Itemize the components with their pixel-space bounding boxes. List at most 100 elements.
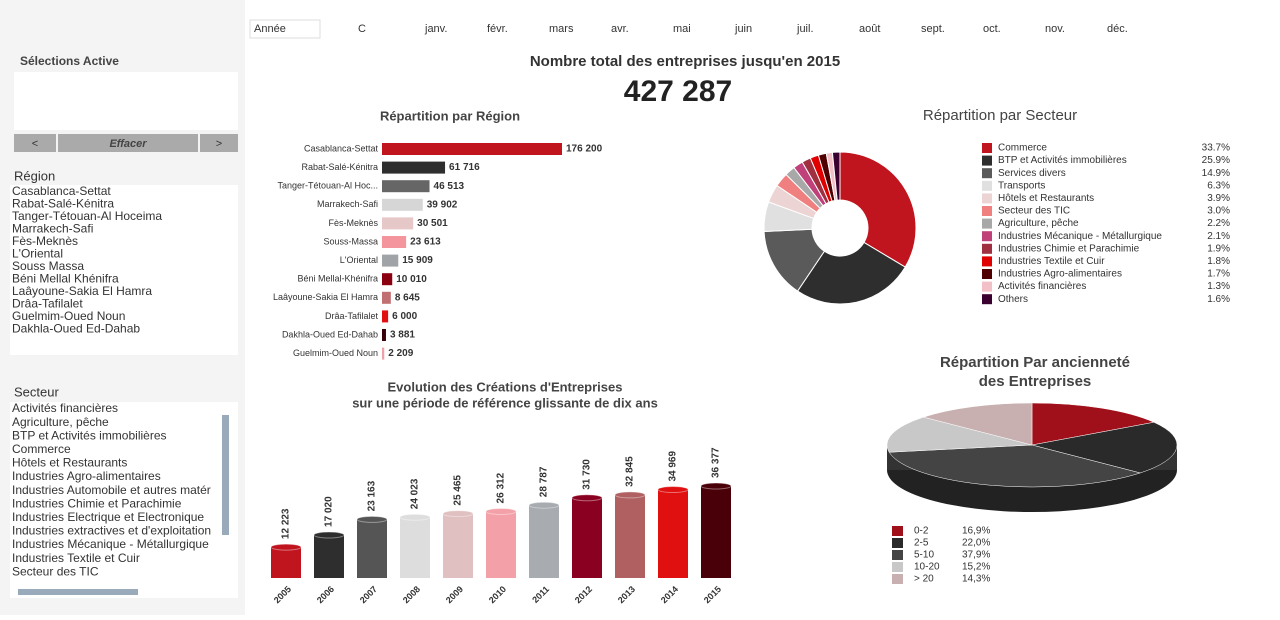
sector-item[interactable]: Agriculture, pêche — [12, 415, 109, 429]
prev-button[interactable] — [14, 134, 56, 152]
sector-item[interactable]: Secteur des TIC — [12, 564, 99, 578]
donut-slice — [831, 151, 841, 201]
region-item[interactable]: Marrakech-Safi — [12, 222, 93, 236]
value-label: 32 845 — [625, 456, 636, 487]
value-label: 23 613 — [410, 237, 441, 248]
month-button[interactable]: nov. — [1045, 23, 1065, 35]
month-button[interactable]: mars — [549, 23, 574, 35]
legend-label: 2-5 — [914, 538, 929, 549]
column-cap — [614, 491, 646, 499]
column-cap — [485, 507, 517, 515]
legend-value: 14,3% — [962, 574, 990, 585]
sector-item[interactable]: Hôtels et Restaurants — [12, 456, 127, 470]
donut-slice — [839, 151, 917, 268]
region-item[interactable]: Béni Mellal Khénifra — [12, 272, 119, 286]
column-cap — [399, 513, 431, 521]
region-item[interactable]: L'Oriental — [12, 247, 63, 261]
legend-value: 3.0% — [1207, 206, 1230, 217]
bar — [382, 217, 414, 230]
legend-value: 22,0% — [962, 538, 990, 549]
value-label: 34 969 — [668, 451, 679, 482]
value-label: 26 312 — [496, 472, 507, 503]
value-label: 15 909 — [402, 255, 433, 266]
region-item[interactable]: Dakhla-Oued Ed-Dahab — [12, 322, 140, 336]
chart-title: Répartition par Secteur — [923, 107, 1077, 124]
bar — [382, 291, 391, 304]
chart-title: Evolution des Créations d'Entreprises — [388, 379, 623, 394]
scrollbar[interactable] — [222, 415, 229, 535]
sector-item[interactable]: Industries Agro-alimentaires — [12, 469, 161, 483]
legend-label: Activités financières — [998, 281, 1086, 292]
region-title: Région — [14, 168, 55, 183]
donut-slice — [796, 241, 906, 305]
region-item[interactable]: Drâa-Tafilalet — [12, 297, 83, 311]
value-label: 17 020 — [324, 496, 335, 527]
sector-item[interactable]: BTP et Activités immobilières — [12, 428, 167, 442]
column-cap — [528, 501, 560, 509]
bar — [382, 310, 389, 323]
legend-value: 1.8% — [1207, 256, 1230, 267]
month-button[interactable]: oct. — [983, 23, 1001, 35]
next-button[interactable] — [200, 134, 238, 152]
legend-swatch — [982, 180, 992, 191]
column — [615, 494, 645, 578]
month-button[interactable]: août — [859, 23, 880, 35]
region-item[interactable]: Tanger-Tétouan-Al Hoceima — [12, 209, 162, 223]
region-item[interactable]: Guelmim-Oued Noun — [12, 309, 125, 323]
h-scrollbar[interactable] — [18, 589, 138, 595]
value-label: 6 000 — [392, 311, 417, 322]
category-label: Drâa-Tafilalet — [325, 311, 379, 321]
clear-button[interactable] — [58, 134, 198, 152]
region-item[interactable]: Laâyoune-Sakia El Hamra — [12, 284, 152, 298]
region-item[interactable]: Rabat-Salé-Kénitra — [12, 197, 114, 211]
bar — [382, 161, 446, 174]
month-button[interactable]: févr. — [487, 23, 508, 35]
legend-value: 14.9% — [1202, 168, 1230, 179]
value-label: 2 209 — [388, 348, 413, 359]
column — [572, 497, 602, 578]
month-button[interactable]: déc. — [1107, 23, 1128, 35]
value-label: 176 200 — [566, 144, 603, 155]
sector-item[interactable]: Commerce — [12, 442, 71, 456]
bar — [382, 273, 393, 286]
month-button[interactable]: janv. — [424, 23, 447, 35]
column — [658, 489, 688, 578]
category-label: Dakhla-Oued Ed-Dahab — [282, 329, 378, 339]
sector-item[interactable]: Activités financières — [12, 401, 118, 415]
category-label: L'Oriental — [340, 255, 378, 265]
category-label: Fès-Meknès — [328, 218, 378, 228]
value-label: 31 730 — [582, 459, 593, 490]
legend-value: 2.1% — [1207, 231, 1230, 242]
clear-label: Effacer — [109, 138, 147, 150]
pie-slice — [888, 444, 1142, 488]
legend-value: 15,2% — [962, 562, 990, 573]
month-button[interactable]: juil. — [796, 23, 814, 35]
region-item[interactable]: Fès-Meknès — [12, 234, 78, 248]
region-item[interactable]: Souss Massa — [12, 259, 84, 273]
column-cap — [356, 515, 388, 523]
column — [486, 511, 516, 578]
clear-icon[interactable]: C — [358, 23, 366, 35]
region-item[interactable]: Casablanca-Settat — [12, 184, 111, 198]
month-button[interactable]: juin — [734, 23, 752, 35]
legend-label: Industries Mécanique - Métallurgique — [998, 231, 1162, 242]
month-button[interactable]: mai — [673, 23, 691, 35]
legend-value: 1.3% — [1207, 281, 1230, 292]
sector-item[interactable]: Industries Electrique et Electronique — [12, 510, 204, 524]
legend-swatch — [892, 574, 903, 584]
sector-item[interactable]: Industries Mécanique - Métallurgique — [12, 537, 209, 551]
year-dropdown[interactable] — [249, 19, 321, 39]
value-label: 8 645 — [395, 292, 420, 303]
sector-item[interactable]: Industries Chimie et Parachimie — [12, 496, 182, 510]
value-label: 46 513 — [434, 181, 465, 192]
column — [400, 517, 430, 578]
legend-label: 0-2 — [914, 526, 929, 537]
legend-swatch — [892, 526, 903, 536]
month-button[interactable]: avr. — [611, 23, 629, 35]
sector-item[interactable]: Industries Textile et Cuir — [12, 551, 140, 565]
legend-swatch — [982, 206, 992, 216]
month-button[interactable]: sept. — [921, 23, 945, 35]
sector-item[interactable]: Industries Automobile et autres matér — [12, 483, 211, 497]
bar — [382, 329, 386, 341]
sector-item[interactable]: Industries extractives et d'exploitation — [12, 524, 211, 538]
